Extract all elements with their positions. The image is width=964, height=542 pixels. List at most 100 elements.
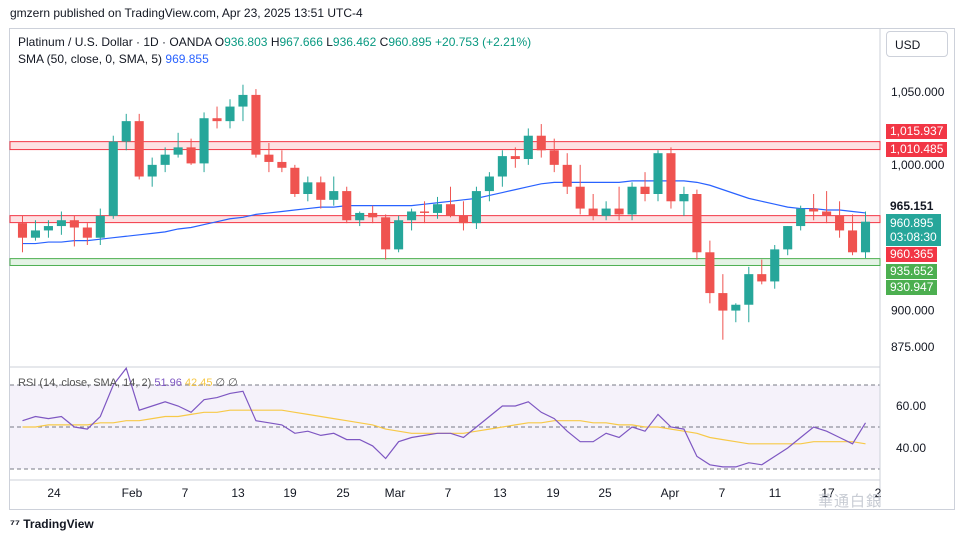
candle-body [510, 156, 520, 160]
candle-body [497, 156, 507, 177]
tradingview-logo[interactable]: ⁷⁷ TradingView [10, 517, 94, 531]
time-tick-label: 13 [231, 486, 245, 500]
bar-countdown: 03:08:30 [890, 230, 937, 244]
candle-body [199, 118, 209, 164]
candle-body [848, 230, 858, 253]
close-value: 960.895 [388, 35, 432, 49]
price-tick-label: 875.000 [891, 340, 935, 354]
candle-body [30, 230, 40, 238]
last-price-tag: 960.895 03:08:30 [886, 214, 941, 246]
time-tick-label: 2 [875, 486, 882, 500]
candle-body [783, 226, 793, 250]
candle-body [251, 94, 261, 155]
candle-body [277, 161, 287, 168]
time-tick-label: 7 [445, 486, 452, 500]
candle-body [731, 304, 741, 311]
support-tag-2: 930.947 [886, 280, 938, 295]
resistance-zone-lower [9, 215, 881, 224]
candle-body [536, 135, 546, 151]
time-tick-label: 24 [47, 486, 61, 500]
time-tick-label: 11 [769, 486, 782, 500]
candle-body [588, 208, 598, 216]
support-zone [9, 258, 881, 266]
currency-selector[interactable]: USD [886, 31, 948, 57]
candle-body [186, 147, 196, 164]
chart-frame [9, 28, 955, 510]
candle-body [108, 141, 118, 216]
price-tick-label: 1,000.000 [891, 158, 945, 172]
time-tick-label: 25 [336, 486, 350, 500]
candle-body [160, 154, 170, 165]
candle-body [860, 221, 871, 253]
low-value: 936.462 [332, 35, 377, 49]
candle-body [212, 118, 222, 122]
rsi-legend[interactable]: RSI (14, close, SMA, 14, 2) 51.96 42.45 … [18, 377, 238, 389]
candle-body [601, 208, 611, 216]
candle-body [692, 194, 702, 253]
candle-body [445, 204, 456, 216]
resistance-tag-2: 1,010.485 [886, 142, 948, 157]
candle-body [523, 135, 533, 160]
candle-body [757, 274, 767, 282]
sma-legend[interactable]: SMA (50, close, 0, SMA, 5) 969.855 [18, 52, 209, 66]
candle-body [290, 167, 300, 194]
rsi-sma-value: 42.45 [184, 377, 213, 389]
rsi-tick-label: 40.00 [896, 441, 926, 455]
candle-body [770, 249, 780, 282]
candle-body [666, 153, 676, 202]
candle-body [43, 226, 53, 231]
sma-line [22, 180, 866, 245]
time-tick-label: 13 [493, 486, 507, 500]
watermark: 華通白銀 [818, 493, 883, 510]
candle-body [614, 208, 624, 215]
candle-body [342, 191, 352, 221]
support-tag-1: 935.652 [886, 264, 938, 279]
price-tick-label: 1,050.000 [891, 85, 945, 99]
candle-body [329, 191, 339, 200]
candle-body [420, 211, 430, 213]
candle-body [368, 212, 378, 218]
publisher-line: gmzern published on TradingView.com, Apr… [10, 6, 363, 20]
candle-body [407, 211, 417, 221]
time-tick-label: 7 [719, 486, 726, 500]
candle-body [264, 154, 274, 162]
candle-body [835, 215, 845, 231]
candle-body [627, 186, 637, 215]
rsi-value: 51.96 [154, 377, 182, 389]
candle-body [471, 191, 481, 224]
open-price-tag: 960.365 [886, 247, 938, 262]
candle-body [82, 227, 92, 238]
candle-body [796, 208, 806, 227]
candle-body [173, 147, 183, 155]
candle-body [238, 94, 248, 107]
sma-tag: 965.151 [886, 199, 938, 214]
resistance-zone-upper [9, 141, 881, 151]
time-tick-label: Mar [385, 486, 406, 500]
rsi-tick-label: 60.00 [896, 399, 926, 413]
candle-body [809, 208, 819, 212]
candle-body [121, 121, 131, 142]
candle-body [458, 215, 468, 224]
candle-body [394, 220, 404, 250]
candle-body [744, 274, 754, 305]
sma-value: 969.855 [165, 52, 209, 66]
high-value: 967.666 [279, 35, 323, 49]
candle-body [69, 220, 79, 228]
candle-body [653, 153, 663, 194]
price-tick-label: 900.000 [891, 304, 935, 318]
open-value: 936.803 [224, 35, 268, 49]
time-tick-label: 25 [598, 486, 612, 500]
candle-body [718, 293, 728, 311]
time-tick-label: 19 [546, 486, 560, 500]
candle-body [640, 186, 650, 194]
candle-body [575, 186, 585, 209]
time-tick-label: Apr [661, 486, 680, 500]
time-tick-label: Feb [122, 486, 143, 500]
candle-body [484, 176, 494, 192]
candle-body [381, 217, 391, 250]
candle-body [562, 164, 572, 187]
time-tick-label: 19 [283, 486, 297, 500]
candle-body [225, 106, 235, 122]
candle-body [56, 220, 66, 227]
